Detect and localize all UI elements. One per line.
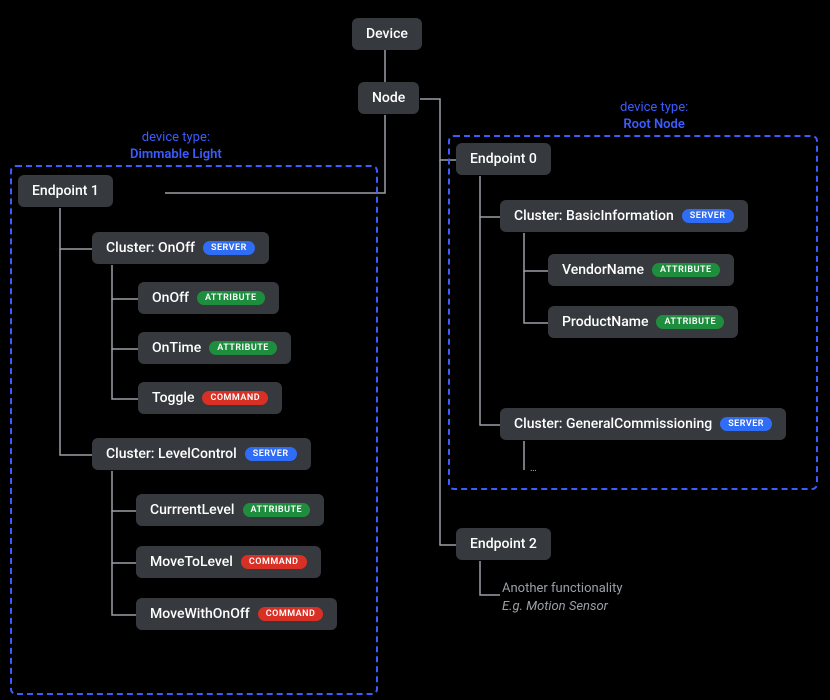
node-a_vendor: VendorName ATTRIBUTE xyxy=(548,254,734,286)
node-a_toggle: Toggle COMMAND xyxy=(138,382,282,414)
node-c_gencomm: Cluster: GeneralCommissioning SERVER xyxy=(500,408,786,440)
node-label: Node xyxy=(372,90,405,106)
node-label: Toggle xyxy=(152,390,194,406)
node-label: Cluster: GeneralCommissioning xyxy=(514,416,712,432)
node-label: Cluster: OnOff xyxy=(106,240,195,256)
region-label-key: device type: xyxy=(130,130,222,147)
node-a_movetolvl: MoveToLevel COMMAND xyxy=(136,546,321,578)
node-node: Node xyxy=(358,82,419,114)
server-badge: SERVER xyxy=(720,417,772,431)
endpoint2-note: Another functionality E.g. Motion Sensor xyxy=(502,580,623,616)
attribute-badge: ATTRIBUTE xyxy=(209,341,277,355)
region-label-rootnode: device type: Root Node xyxy=(620,100,688,134)
node-label: Endpoint 2 xyxy=(470,536,537,552)
node-label: MoveToLevel xyxy=(150,554,233,570)
region-label-dimmable: device type: Dimmable Light xyxy=(130,130,222,164)
node-label: OnOff xyxy=(152,290,189,306)
server-badge: SERVER xyxy=(682,209,734,223)
node-label: OnTime xyxy=(152,340,201,356)
node-ep1: Endpoint 1 xyxy=(18,175,113,207)
node-ep2: Endpoint 2 xyxy=(456,528,551,560)
note-line1: Another functionality xyxy=(502,581,623,596)
ellipsis-marker: … xyxy=(530,462,537,476)
command-badge: COMMAND xyxy=(241,555,307,569)
node-label: Device xyxy=(366,26,408,42)
command-badge: COMMAND xyxy=(202,391,268,405)
attribute-badge: ATTRIBUTE xyxy=(652,263,720,277)
node-label: Cluster: BasicInformation xyxy=(514,208,674,224)
server-badge: SERVER xyxy=(245,447,297,461)
node-label: Endpoint 0 xyxy=(470,151,537,167)
attribute-badge: ATTRIBUTE xyxy=(656,315,724,329)
note-line2: E.g. Motion Sensor xyxy=(502,599,608,614)
region-label-val: Dimmable Light xyxy=(130,147,222,162)
node-a_movewonoff: MoveWithOnOff COMMAND xyxy=(136,598,337,630)
node-label: Cluster: LevelControl xyxy=(106,446,237,462)
node-c_onoff: Cluster: OnOff SERVER xyxy=(92,232,269,264)
node-ep0: Endpoint 0 xyxy=(456,143,551,175)
command-badge: COMMAND xyxy=(258,607,324,621)
region-label-key: device type: xyxy=(620,100,688,117)
region-label-val: Root Node xyxy=(623,117,684,132)
attribute-badge: ATTRIBUTE xyxy=(197,291,265,305)
node-device: Device xyxy=(352,18,422,50)
node-label: CurrrentLevel xyxy=(150,502,235,518)
node-label: Endpoint 1 xyxy=(32,183,99,199)
node-c_level: Cluster: LevelControl SERVER xyxy=(92,438,311,470)
node-label: ProductName xyxy=(562,314,648,330)
node-c_basic: Cluster: BasicInformation SERVER xyxy=(500,200,748,232)
server-badge: SERVER xyxy=(203,241,255,255)
node-label: VendorName xyxy=(562,262,644,278)
node-a_onoff: OnOff ATTRIBUTE xyxy=(138,282,279,314)
attribute-badge: ATTRIBUTE xyxy=(243,503,311,517)
node-label: MoveWithOnOff xyxy=(150,606,250,622)
node-a_ontime: OnTime ATTRIBUTE xyxy=(138,332,291,364)
node-a_product: ProductName ATTRIBUTE xyxy=(548,306,738,338)
node-a_curlevel: CurrrentLevel ATTRIBUTE xyxy=(136,494,324,526)
